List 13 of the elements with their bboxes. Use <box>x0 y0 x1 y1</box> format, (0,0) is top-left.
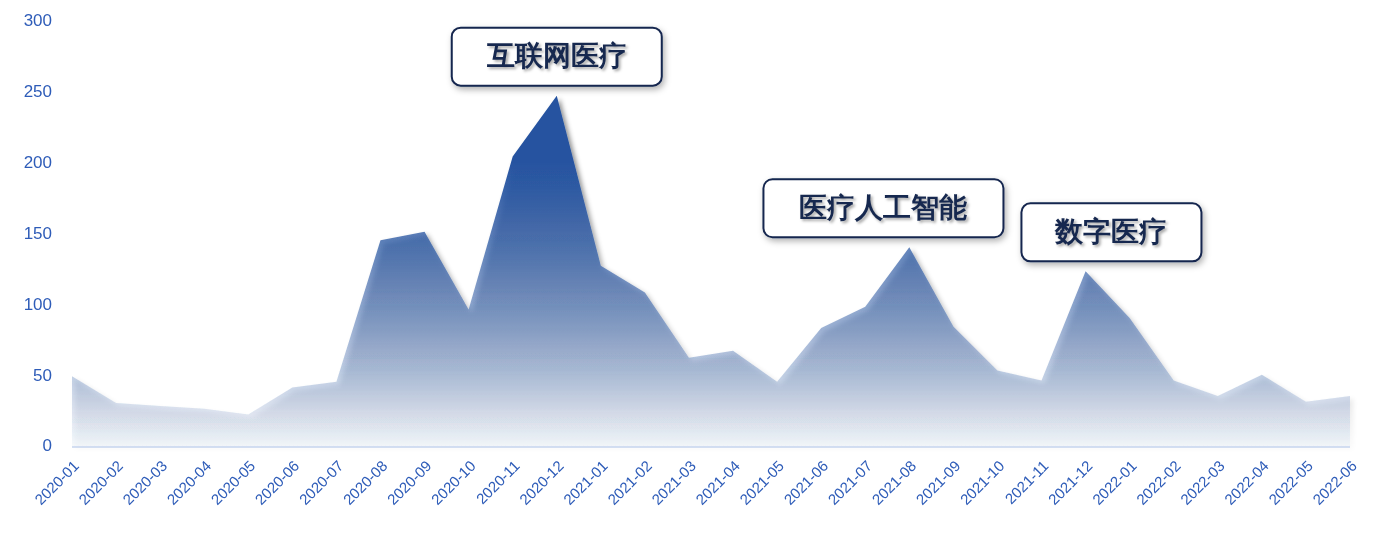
y-tick-label: 0 <box>42 436 52 456</box>
y-tick-label: 250 <box>23 82 52 102</box>
annotation: 互联网医疗 <box>485 40 627 72</box>
annotation: 数字医疗 <box>1054 215 1168 247</box>
y-tick-label: 150 <box>23 223 52 243</box>
y-tick-label: 50 <box>33 365 52 385</box>
annotation: 互联网医疗 <box>450 26 663 87</box>
annotation: 医疗人工智能 <box>762 178 1005 239</box>
y-tick-label: 200 <box>23 153 52 173</box>
annotation: 医疗人工智能 <box>799 191 968 223</box>
y-tick-label: 100 <box>23 294 52 314</box>
y-tick-label: 300 <box>23 11 52 31</box>
annotation: 数字医疗 <box>1020 202 1203 263</box>
